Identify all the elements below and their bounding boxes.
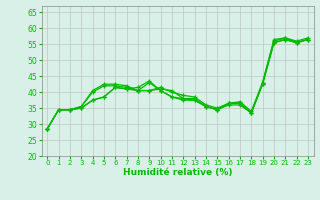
- X-axis label: Humidité relative (%): Humidité relative (%): [123, 168, 232, 177]
